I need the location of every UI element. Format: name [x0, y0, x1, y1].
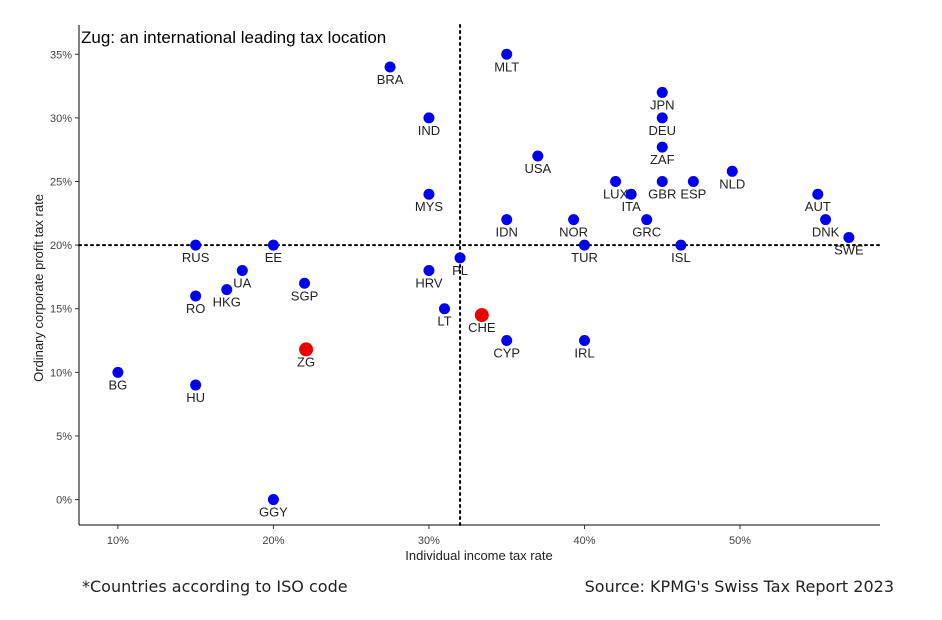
point-label-mlt: MLT	[494, 59, 519, 74]
point-hkg	[221, 284, 233, 296]
point-grc	[641, 214, 653, 226]
point-mlt	[501, 48, 513, 60]
point-label-lt: LT	[437, 314, 451, 329]
point-label-usa: USA	[524, 161, 551, 176]
point-label-isl: ISL	[671, 250, 691, 265]
point-label-ind: IND	[418, 123, 440, 138]
point-sgp	[299, 277, 311, 289]
point-idn	[501, 214, 513, 226]
footnote-source: Source: KPMG's Swiss Tax Report 2023	[584, 577, 894, 596]
point-jpn	[656, 86, 668, 98]
point-label-aut: AUT	[805, 199, 831, 214]
point-esp	[687, 175, 699, 187]
point-ind	[423, 112, 435, 124]
y-tick-label: 15%	[50, 304, 72, 316]
point-label-ro: RO	[186, 301, 206, 316]
point-label-bra: BRA	[377, 72, 404, 87]
point-lux	[610, 175, 622, 187]
point-label-ua: UA	[233, 276, 251, 291]
point-lt	[439, 303, 451, 315]
point-label-zaf: ZAF	[650, 152, 675, 167]
point-mys	[423, 188, 435, 200]
point-ee	[267, 239, 279, 251]
point-ua	[236, 265, 248, 277]
point-label-deu: DEU	[649, 123, 676, 138]
footnote-iso-codes: *Countries according to ISO code	[82, 577, 348, 596]
y-axis-title: Ordinary corporate profit tax rate	[31, 194, 46, 382]
y-tick-label: 20%	[50, 240, 72, 252]
y-tick-label: 5%	[56, 431, 72, 443]
point-label-hu: HU	[186, 390, 205, 405]
point-label-grc: GRC	[632, 225, 661, 240]
point-pl	[454, 252, 466, 264]
point-swe	[843, 231, 855, 243]
point-label-lux: LUX	[603, 186, 629, 201]
point-tur	[578, 239, 590, 251]
point-label-rus: RUS	[182, 250, 210, 265]
x-tick-label: 40%	[573, 535, 595, 547]
point-ggy	[267, 494, 279, 506]
point-rus	[190, 239, 202, 251]
point-label-cyp: CYP	[493, 346, 520, 361]
point-che	[474, 308, 489, 323]
point-deu	[656, 112, 668, 124]
y-tick-label: 30%	[50, 113, 72, 125]
point-zg	[299, 342, 314, 357]
x-tick-label: 50%	[729, 535, 751, 547]
x-tick-label: 30%	[418, 535, 440, 547]
point-label-sgp: SGP	[291, 288, 318, 303]
point-label-pl: PL	[452, 263, 468, 278]
point-ita	[625, 188, 637, 200]
point-hu	[190, 379, 202, 391]
x-tick-label: 10%	[107, 535, 129, 547]
x-axis-title: Individual income tax rate	[405, 548, 552, 563]
point-label-ita: ITA	[622, 199, 642, 214]
point-label-che: CHE	[468, 320, 496, 335]
point-label-mys: MYS	[415, 199, 444, 214]
point-label-hrv: HRV	[415, 276, 443, 291]
point-nld	[726, 165, 738, 177]
point-dnk	[820, 214, 832, 226]
point-aut	[812, 188, 824, 200]
point-label-jpn: JPN	[650, 97, 675, 112]
point-nor	[568, 214, 580, 226]
point-label-gbr: GBR	[648, 186, 676, 201]
point-label-ggy: GGY	[259, 505, 288, 520]
point-bra	[384, 61, 396, 73]
point-label-ee: EE	[265, 250, 283, 265]
point-gbr	[656, 175, 668, 187]
point-bg	[112, 366, 124, 378]
point-label-tur: TUR	[571, 250, 598, 265]
point-label-irl: IRL	[574, 346, 594, 361]
point-label-bg: BG	[108, 377, 127, 392]
point-label-dnk: DNK	[812, 225, 840, 240]
point-isl	[675, 239, 687, 251]
y-tick-label: 35%	[50, 49, 72, 61]
y-tick-label: 25%	[50, 176, 72, 188]
point-label-idn: IDN	[496, 225, 518, 240]
y-tick-label: 10%	[50, 367, 72, 379]
point-label-swe: SWE	[834, 242, 864, 257]
x-tick-label: 20%	[262, 535, 284, 547]
point-irl	[578, 335, 590, 347]
point-label-hkg: HKG	[213, 295, 241, 310]
point-label-esp: ESP	[680, 186, 706, 201]
y-tick-label: 0%	[56, 495, 72, 507]
point-label-nld: NLD	[719, 176, 745, 191]
point-usa	[532, 150, 544, 162]
point-zaf	[656, 141, 668, 153]
point-hrv	[423, 265, 435, 277]
point-cyp	[501, 335, 513, 347]
point-label-nor: NOR	[559, 225, 588, 240]
chart-title: Zug: an international leading tax locati…	[81, 28, 386, 47]
point-ro	[190, 290, 202, 302]
plot-area: 0% 5% 10% 15% 20% 25% 30% 35% 10% 20% 30% 40% 50% BRA…	[50, 24, 881, 547]
point-label-zg: ZG	[297, 354, 315, 369]
